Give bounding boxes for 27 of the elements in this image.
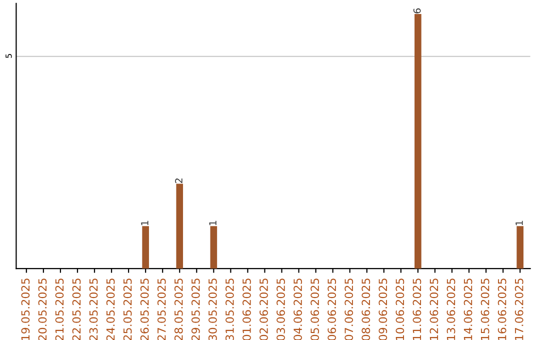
x-tick-label: 27.05.2025	[157, 278, 166, 340]
x-tick-label: 17.06.2025	[514, 278, 524, 340]
x-tick-label: 24.05.2025	[106, 278, 115, 340]
x-tick-label: 30.05.2025	[208, 278, 217, 340]
data-label: 1	[516, 220, 523, 226]
y-tick-label: 5	[6, 54, 12, 58]
x-tick-label: 31.05.2025	[226, 278, 234, 340]
data-label: 1	[141, 220, 148, 226]
x-tick-label: 21.05.2025	[55, 278, 64, 340]
x-tick-label: 14.06.2025	[464, 278, 472, 340]
x-tick-label: 28.05.2025	[174, 278, 183, 340]
data-label: 1	[209, 220, 216, 226]
x-tick-label: 15.06.2025	[480, 278, 490, 340]
x-tick-label: 10.06.2025	[396, 278, 404, 340]
x-tick-label: 16.06.2025	[498, 278, 506, 340]
x-tick-label: 22.05.2025	[72, 278, 81, 340]
x-tick-label: 25.05.2025	[123, 278, 132, 340]
data-label: 6	[413, 8, 421, 14]
x-tick-label: 12.06.2025	[430, 278, 438, 340]
x-tick-label: 13.06.2025	[446, 278, 456, 340]
x-tick-label: 20.05.2025	[38, 278, 47, 340]
x-tick-label: 11.06.2025	[412, 278, 422, 340]
x-tick-label: 19.05.2025	[21, 278, 30, 340]
x-tick-label: 26.05.2025	[140, 278, 149, 340]
x-tick-label: 29.05.2025	[191, 278, 200, 340]
x-tick-label: 23.05.2025	[89, 278, 98, 340]
data-label: 2	[175, 178, 182, 184]
